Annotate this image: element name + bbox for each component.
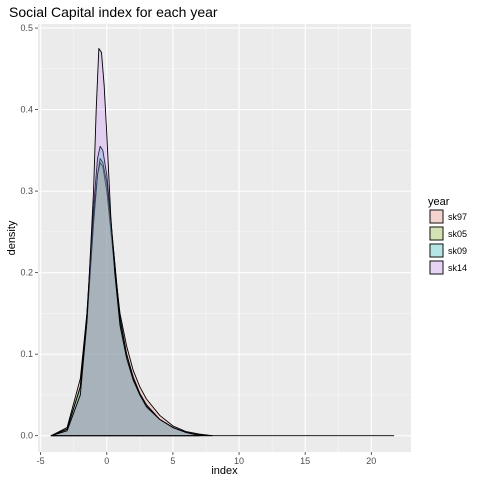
major-gridlines xyxy=(38,24,411,452)
legend-label-sk09: sk09 xyxy=(448,246,467,256)
y-tick-label: 0.2 xyxy=(20,268,33,278)
y-tick-label: 0.0 xyxy=(20,431,33,441)
legend-swatch-sk97 xyxy=(429,209,444,224)
minor-gridlines xyxy=(38,24,411,452)
x-tick-label: -5 xyxy=(37,456,45,466)
plot-panel xyxy=(38,24,411,452)
x-tick-label: 0 xyxy=(104,456,109,466)
legend-key-bg xyxy=(429,260,444,275)
x-axis: -5 0 5 10 15 20 xyxy=(37,452,376,466)
x-tick-label: 15 xyxy=(300,456,310,466)
y-axis-title: density xyxy=(6,220,18,255)
legend-label-sk05: sk05 xyxy=(448,229,467,239)
density-area-sk14 xyxy=(50,48,395,437)
legend-swatch-sk09 xyxy=(429,243,444,258)
legend-key-bg xyxy=(429,226,444,241)
density-series xyxy=(50,48,395,437)
y-tick-label: 0.1 xyxy=(20,349,33,359)
legend-title: year xyxy=(428,196,450,208)
y-axis: 0.0 0.1 0.2 0.3 0.4 0.5 xyxy=(20,23,38,441)
legend: year sk97 sk05 sk09 sk14 xyxy=(428,196,467,275)
x-axis-title: index xyxy=(211,465,238,477)
legend-key-bg xyxy=(429,243,444,258)
y-tick-label: 0.5 xyxy=(20,23,33,33)
y-tick-label: 0.4 xyxy=(20,105,33,115)
legend-key-bg xyxy=(429,209,444,224)
legend-swatch-sk05 xyxy=(429,226,444,241)
legend-swatch-sk14 xyxy=(429,260,444,275)
legend-label-sk97: sk97 xyxy=(448,212,467,222)
x-tick-label: 10 xyxy=(234,456,244,466)
x-tick-label: 20 xyxy=(366,456,376,466)
chart-title: Social Capital index for each year xyxy=(9,4,218,20)
legend-label-sk14: sk14 xyxy=(448,263,467,273)
y-tick-label: 0.3 xyxy=(20,186,33,196)
x-tick-label: 5 xyxy=(170,456,175,466)
legend-items: sk97 sk05 sk09 sk14 xyxy=(429,209,467,275)
